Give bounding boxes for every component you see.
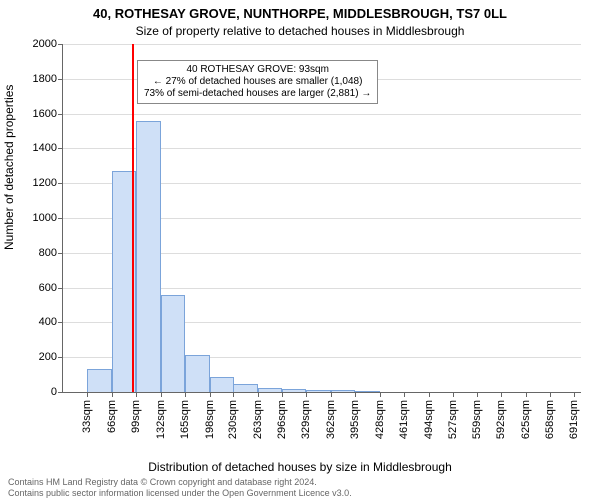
y-tick-label: 1400	[33, 142, 57, 154]
y-tick-mark	[58, 183, 63, 184]
x-tick-mark	[453, 392, 454, 397]
x-tick-label: 132sqm	[155, 400, 167, 439]
x-tick-mark	[404, 392, 405, 397]
histogram-bar	[210, 377, 234, 392]
y-tick-label: 2000	[33, 38, 57, 50]
x-tick-label: 395sqm	[349, 400, 361, 439]
y-tick-mark	[58, 392, 63, 393]
x-tick-mark	[210, 392, 211, 397]
x-tick-mark	[136, 392, 137, 397]
x-axis-label: Distribution of detached houses by size …	[0, 460, 600, 474]
y-axis-label: Number of detached properties	[2, 85, 16, 250]
x-tick-label: 165sqm	[179, 400, 191, 439]
x-tick-label: 329sqm	[300, 400, 312, 439]
plot-area: 020040060080010001200140016001800200033s…	[62, 44, 581, 393]
histogram-bar	[282, 389, 306, 392]
footer-line: Contains public sector information licen…	[8, 488, 352, 498]
x-tick-label: 691sqm	[568, 400, 580, 439]
gridline	[63, 44, 581, 45]
reference-marker-line	[132, 44, 134, 392]
x-tick-mark	[574, 392, 575, 397]
histogram-bar	[331, 390, 355, 392]
x-tick-label: 198sqm	[204, 400, 216, 439]
x-tick-mark	[87, 392, 88, 397]
histogram-bar	[185, 355, 209, 392]
x-tick-label: 494sqm	[423, 400, 435, 439]
x-tick-mark	[477, 392, 478, 397]
chart-container: 40, ROTHESAY GROVE, NUNTHORPE, MIDDLESBR…	[0, 0, 600, 500]
histogram-bar	[136, 121, 160, 392]
x-tick-mark	[526, 392, 527, 397]
histogram-bar	[306, 390, 330, 392]
x-tick-mark	[258, 392, 259, 397]
x-tick-mark	[429, 392, 430, 397]
y-tick-mark	[58, 357, 63, 358]
y-tick-label: 1800	[33, 73, 57, 85]
histogram-bar	[233, 384, 257, 392]
x-tick-label: 362sqm	[325, 400, 337, 439]
y-tick-label: 1200	[33, 177, 57, 189]
x-tick-mark	[306, 392, 307, 397]
histogram-bar	[258, 388, 282, 392]
x-tick-label: 461sqm	[398, 400, 410, 439]
x-tick-mark	[501, 392, 502, 397]
annotation-box: 40 ROTHESAY GROVE: 93sqm ← 27% of detach…	[137, 60, 378, 104]
x-tick-mark	[355, 392, 356, 397]
x-tick-mark	[282, 392, 283, 397]
y-tick-label: 800	[39, 247, 57, 259]
x-tick-mark	[331, 392, 332, 397]
x-tick-label: 592sqm	[495, 400, 507, 439]
histogram-bar	[355, 391, 379, 392]
x-tick-label: 99sqm	[130, 400, 142, 433]
gridline	[63, 114, 581, 115]
x-tick-label: 428sqm	[374, 400, 386, 439]
x-tick-mark	[550, 392, 551, 397]
y-tick-label: 200	[39, 351, 57, 363]
chart-subtitle: Size of property relative to detached ho…	[0, 24, 600, 38]
y-tick-mark	[58, 253, 63, 254]
x-tick-label: 559sqm	[471, 400, 483, 439]
x-tick-mark	[112, 392, 113, 397]
y-tick-mark	[58, 322, 63, 323]
y-tick-mark	[58, 218, 63, 219]
x-tick-label: 658sqm	[544, 400, 556, 439]
y-tick-mark	[58, 288, 63, 289]
y-tick-mark	[58, 114, 63, 115]
y-tick-label: 1000	[33, 212, 57, 224]
x-tick-mark	[161, 392, 162, 397]
y-tick-label: 600	[39, 282, 57, 294]
x-tick-label: 625sqm	[520, 400, 532, 439]
histogram-bar	[161, 295, 185, 392]
annotation-line: ← 27% of detached houses are smaller (1,…	[144, 76, 371, 88]
histogram-bar	[87, 369, 111, 392]
chart-title: 40, ROTHESAY GROVE, NUNTHORPE, MIDDLESBR…	[0, 6, 600, 21]
x-tick-mark	[185, 392, 186, 397]
x-tick-label: 296sqm	[276, 400, 288, 439]
x-tick-label: 66sqm	[106, 400, 118, 433]
x-tick-mark	[233, 392, 234, 397]
y-tick-mark	[58, 79, 63, 80]
y-tick-label: 0	[51, 386, 57, 398]
x-tick-mark	[380, 392, 381, 397]
x-tick-label: 527sqm	[447, 400, 459, 439]
y-tick-mark	[58, 148, 63, 149]
y-tick-label: 1600	[33, 108, 57, 120]
footer-text: Contains HM Land Registry data © Crown c…	[8, 477, 352, 498]
annotation-line: 73% of semi-detached houses are larger (…	[144, 88, 371, 100]
x-tick-label: 33sqm	[81, 400, 93, 433]
x-tick-label: 263sqm	[252, 400, 264, 439]
x-tick-label: 230sqm	[227, 400, 239, 439]
annotation-line: 40 ROTHESAY GROVE: 93sqm	[144, 64, 371, 76]
y-tick-mark	[58, 44, 63, 45]
y-tick-label: 400	[39, 316, 57, 328]
footer-line: Contains HM Land Registry data © Crown c…	[8, 477, 352, 487]
